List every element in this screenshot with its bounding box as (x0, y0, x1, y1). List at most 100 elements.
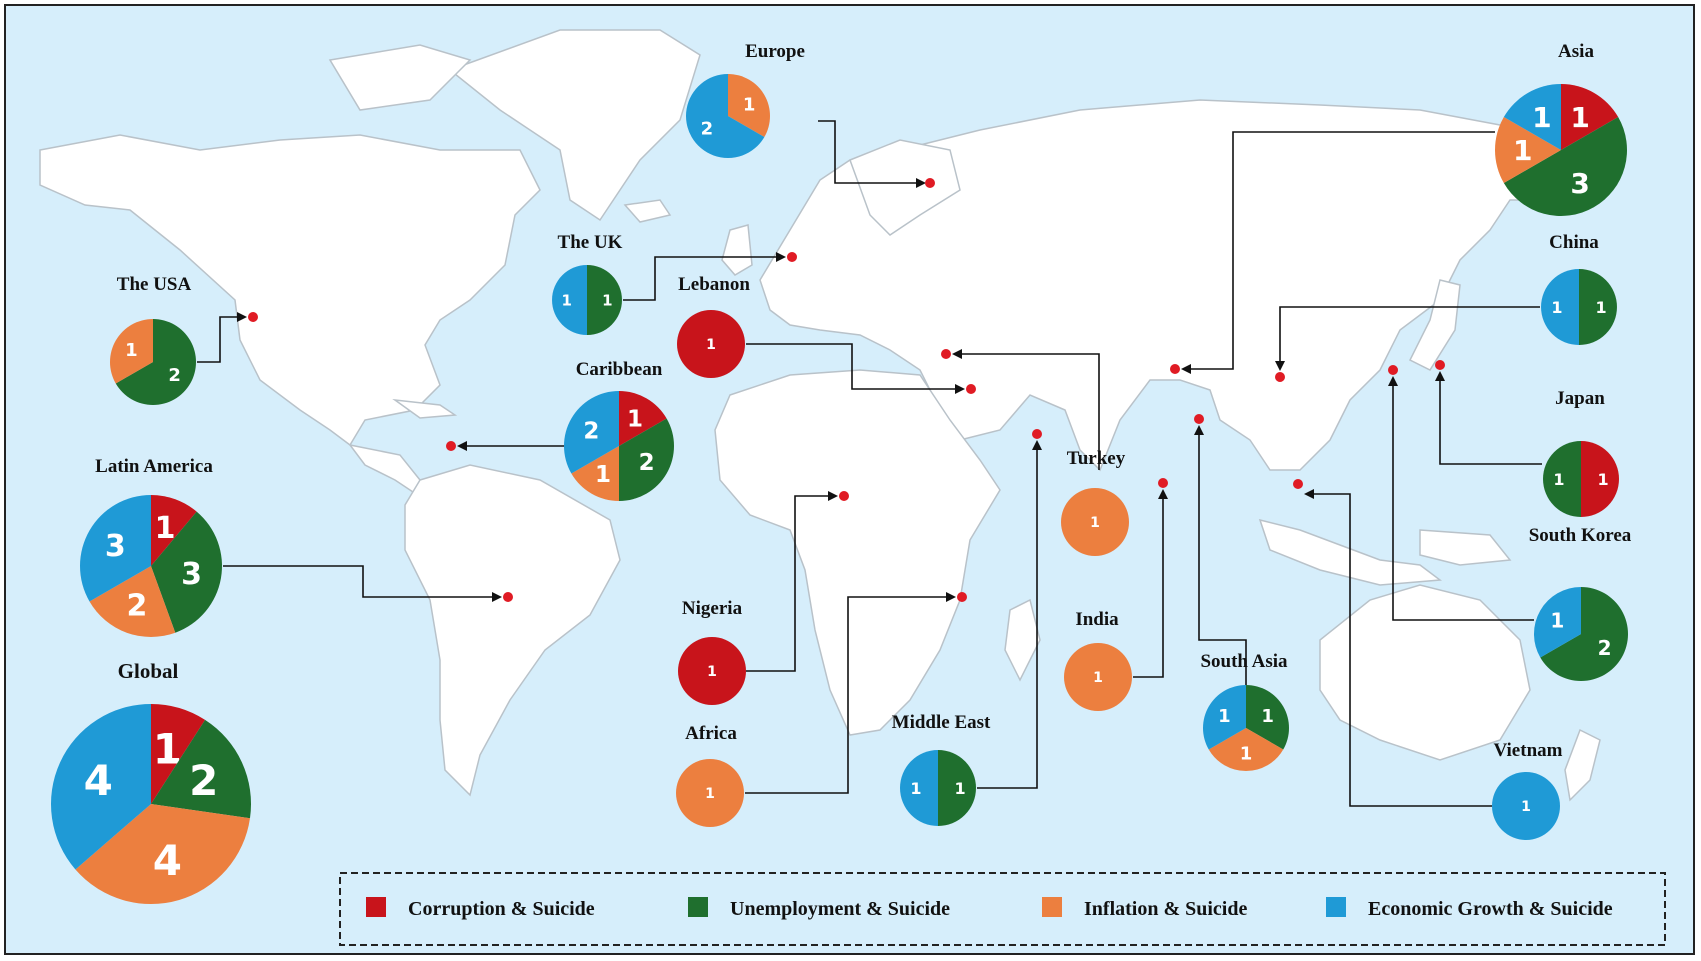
africa-connector (745, 592, 956, 794)
south-korea-slice-unemployment (1540, 587, 1628, 681)
south-asia-slice-inflation-value: 1 (1240, 743, 1253, 764)
asia-slice-unemployment-value: 3 (1570, 167, 1589, 200)
asia-connector (1181, 131, 1495, 374)
india-label: India (1075, 609, 1119, 630)
africa-label: Africa (685, 723, 737, 744)
land-masses (39, 29, 1602, 802)
legend-label-corruption-suicide: Corruption & Suicide (408, 898, 595, 920)
japan-connector (1435, 371, 1542, 465)
caribbean-slice-inflation-value: 1 (595, 462, 611, 488)
south-korea-slice-unemployment-value: 2 (1598, 636, 1612, 660)
europe-label: Europe (745, 41, 805, 62)
legend-label-inflation-suicide: Inflation & Suicide (1084, 898, 1247, 920)
china-location-marker (1275, 372, 1285, 382)
south-asia-pie: 111 (1203, 685, 1289, 771)
middle-east-location-marker (1032, 429, 1042, 439)
asia-slice-economic-growth-value: 1 (1532, 101, 1551, 134)
south-asia-label: South Asia (1200, 651, 1288, 672)
india-slice-inflation-value: 1 (1093, 670, 1103, 686)
south-korea-slice-economic-growth-value: 1 (1550, 609, 1564, 633)
africa-pie: 1 (676, 759, 744, 827)
connectors-layer (197, 120, 1542, 807)
vietnam-pie: 1 (1492, 772, 1560, 840)
global-slice-unemployment (151, 719, 252, 819)
global-slice-economic-growth (51, 704, 151, 870)
caribbean-slice-corruption-value: 1 (627, 407, 643, 433)
south-asia-slice-economic-growth-value: 1 (1218, 706, 1231, 727)
japan-location-marker (1435, 360, 1445, 370)
latin-america-slice-economic-growth (80, 495, 151, 602)
latin-america-slice-corruption (151, 495, 197, 566)
asia-slice-unemployment (1503, 117, 1628, 217)
asia-slice-inflation-value: 1 (1513, 134, 1532, 167)
japan-pie: 11 (1543, 441, 1619, 517)
nigeria-label: Nigeria (682, 598, 743, 619)
lebanon-location-marker (966, 384, 976, 394)
turkey-pie: 1 (1061, 488, 1129, 556)
vietnam-label: Vietnam (1494, 740, 1563, 761)
south-asia-slice-unemployment (1246, 685, 1289, 750)
vietnam-slice-economic-growth (1492, 772, 1560, 840)
nigeria-slice-corruption (678, 637, 746, 705)
europe-connector (818, 120, 926, 188)
the-usa-slice-inflation-value: 1 (125, 340, 138, 361)
south-korea-connector (1388, 376, 1534, 621)
legend-label-unemployment-suicide: Unemployment & Suicide (730, 898, 950, 920)
vietnam-slice-economic-growth-value: 1 (1521, 799, 1531, 815)
caribbean-slice-unemployment-value: 2 (639, 450, 655, 476)
legend-swatch-economic-growth-suicide (1326, 897, 1346, 917)
asia-slice-economic-growth (1503, 84, 1561, 150)
vietnam-location-marker (1293, 479, 1303, 489)
the-usa-connector (197, 312, 247, 363)
south-asia-slice-inflation (1208, 728, 1284, 771)
india-pie: 1 (1064, 643, 1132, 711)
china-pie: 11 (1541, 269, 1617, 345)
caribbean-pie: 1 2 1 2 (563, 391, 675, 501)
the-usa-location-marker (248, 312, 258, 322)
japan-land (1408, 279, 1461, 371)
south-korea-location-marker (1388, 365, 1398, 375)
latin-america-slice-economic-growth-value: 3 (105, 529, 126, 564)
middle-east-connector (977, 440, 1042, 789)
europe-slice-economic-growth (685, 74, 765, 159)
africa-slice-inflation (676, 759, 744, 827)
the-usa-slice-unemployment (115, 319, 196, 405)
nigeria-connector (746, 491, 838, 672)
south-korea-pie: 21 (1534, 587, 1628, 681)
latin-america-connector (223, 565, 502, 602)
caribbean-slice-economic-growth-value: 2 (583, 418, 599, 444)
china-slice-unemployment (1579, 269, 1617, 345)
global-slice-inflation (75, 804, 250, 904)
africa-slice-inflation-value: 1 (705, 786, 715, 802)
lebanon-label: Lebanon (678, 274, 750, 295)
the-uk-slice-economic-growth (552, 265, 587, 335)
uk-land (721, 224, 753, 276)
china-connector (1275, 306, 1540, 371)
south-korea-slice-economic-growth (1534, 587, 1581, 658)
global-slice-corruption (151, 704, 206, 804)
asia-location-marker (1170, 364, 1180, 374)
latin-america-slice-corruption-value: 1 (155, 511, 176, 546)
caribbean-islands-land (392, 398, 458, 419)
asia-slice-corruption-value: 1 (1570, 101, 1589, 134)
scandinavia-land (849, 139, 961, 236)
middle-east-slice-economic-growth (900, 750, 938, 826)
nigeria-slice-corruption-value: 1 (707, 664, 717, 680)
the-uk-slice-unemployment-value: 1 (602, 291, 612, 309)
south-korea-label: South Korea (1529, 525, 1632, 546)
the-uk-pie: 11 (552, 265, 622, 335)
middle-east-label: Middle East (892, 712, 991, 733)
figure-frame (4, 4, 1695, 955)
north-america-land (39, 134, 541, 447)
legend-swatch-unemployment-suicide (688, 897, 708, 917)
japan-slice-unemployment (1543, 441, 1581, 517)
caribbean-slice-corruption (619, 391, 667, 446)
the-uk-slice-economic-growth-value: 1 (561, 291, 571, 309)
legend: Corruption & Suicide Unemployment & Suici… (339, 872, 1666, 946)
south-asia-connector (1194, 425, 1247, 685)
nigeria-pie: 1 (678, 637, 746, 705)
latin-america-label: Latin America (95, 456, 213, 477)
